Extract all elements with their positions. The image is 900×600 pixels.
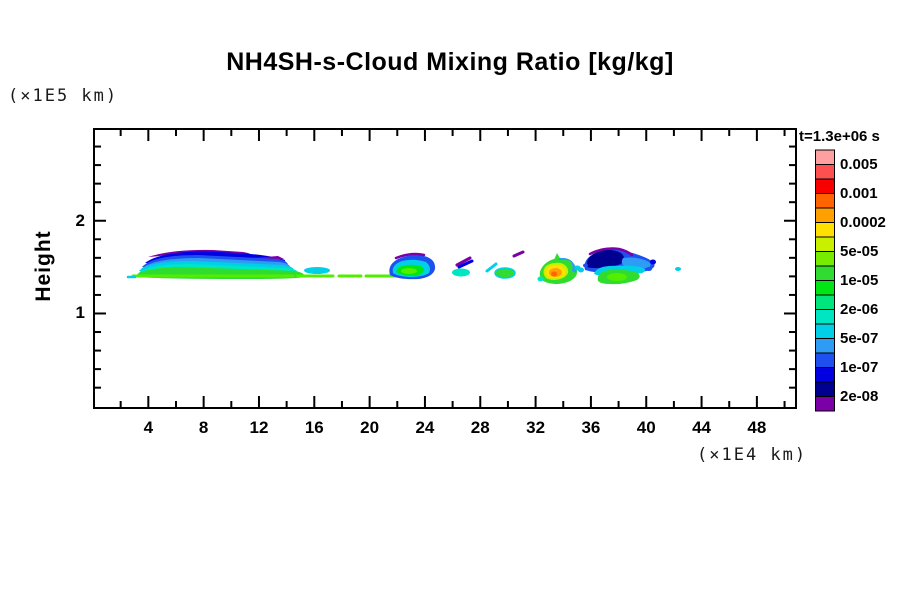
colorbar-swatch — [815, 265, 835, 281]
x-tick-label: 20 — [360, 418, 380, 437]
y-tick-label: 2 — [75, 210, 85, 230]
axis-frame — [93, 128, 797, 409]
cloud-blob — [148, 249, 251, 257]
colorbar-swatch — [815, 193, 835, 209]
colorbar-boundary-label: 1e-07 — [840, 358, 879, 376]
y-tick-label: 1 — [75, 303, 85, 323]
plot-area — [93, 128, 797, 409]
cloud-blob — [537, 276, 544, 282]
colorbar-boundary-label: 0.001 — [840, 184, 878, 202]
colorbar-boundary-label: 2e-06 — [840, 300, 879, 318]
colorbar-boundary-label: 1e-05 — [840, 271, 879, 289]
colorbar-swatch — [815, 280, 835, 296]
cloud-blob — [304, 267, 330, 274]
colorbar-boundary-label: 5e-05 — [840, 242, 879, 260]
x-tick-label: 28 — [470, 418, 490, 437]
x-tick-label: 16 — [304, 418, 324, 437]
cloud-blob — [401, 268, 417, 274]
colorbar-swatch — [815, 222, 835, 238]
cloud-blob — [646, 267, 652, 271]
x-tick-label: 32 — [526, 418, 546, 437]
cloud-blob — [650, 259, 656, 265]
cloud-streak — [512, 250, 525, 258]
x-axis-unit-label: (×1E4 km) — [697, 445, 808, 465]
x-tick-label: 4 — [143, 418, 154, 437]
cloud-blob — [559, 257, 577, 273]
cloud-streak — [455, 256, 472, 267]
y-axis-unit-label: (×1E5 km) — [8, 86, 119, 106]
x-tick-label: 40 — [636, 418, 656, 437]
cloud-blob — [452, 268, 470, 277]
cloud-streak — [457, 259, 474, 269]
colorbar-boundary-label: 5e-07 — [840, 329, 879, 347]
colorbar-swatch — [815, 149, 835, 165]
cloud-blob — [551, 271, 557, 277]
cloud-blob — [675, 267, 681, 271]
x-tick-label: 12 — [249, 418, 269, 437]
cloud-blob — [494, 267, 516, 279]
colorbar-swatch — [815, 309, 835, 325]
x-tick-label: 24 — [415, 418, 435, 437]
cloud-blob — [607, 273, 627, 281]
legend-time-label: t=1.3e+06 s — [799, 128, 880, 145]
colorbar-swatch — [815, 164, 835, 180]
cloud-blob — [583, 263, 588, 268]
x-tick-label: 36 — [581, 418, 601, 437]
cloud-blob — [578, 267, 584, 273]
colorbar-boundary-label: 0.0002 — [840, 213, 886, 231]
cloud-wisp — [394, 252, 426, 260]
colorbar-swatch — [815, 396, 835, 412]
colorbar-swatch — [815, 323, 835, 339]
colorbar-swatch — [815, 381, 835, 397]
colorbar-boundary-label: 2e-08 — [840, 387, 879, 405]
colorbar-swatch — [815, 338, 835, 354]
colorbar-swatch — [815, 251, 835, 267]
x-tick-label: 44 — [692, 418, 712, 437]
colorbar-swatch — [815, 367, 835, 383]
x-tick-label: 8 — [198, 418, 209, 437]
colorbar-swatch — [815, 207, 835, 223]
colorbar-swatch — [815, 294, 835, 310]
cloud-streak — [485, 262, 498, 273]
y-axis-title: Height — [32, 230, 55, 302]
chart-title: NH4SH-s-Cloud Mixing Ratio [kg/kg] — [226, 48, 674, 76]
cloud-wisp — [588, 247, 634, 257]
colorbar-boundary-label: 0.005 — [840, 155, 878, 173]
cloud-blob — [586, 249, 624, 269]
x-tick-label: 48 — [747, 418, 767, 437]
colorbar-swatch — [815, 178, 835, 194]
colorbar — [815, 149, 835, 412]
colorbar-swatch — [815, 352, 835, 368]
colorbar-swatch — [815, 236, 835, 252]
